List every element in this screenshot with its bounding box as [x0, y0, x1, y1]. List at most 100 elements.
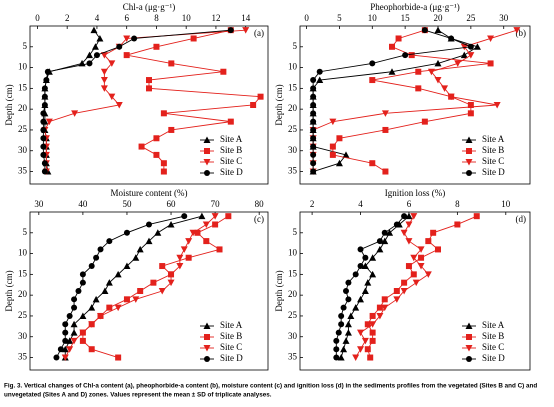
marker: [454, 221, 461, 228]
plot-frame: [29, 211, 269, 371]
marker: [393, 296, 401, 303]
marker: [96, 34, 104, 42]
marker: [310, 110, 317, 117]
marker: [123, 35, 131, 42]
marker: [176, 263, 184, 270]
marker: [427, 68, 435, 76]
y-tick-label: 35: [18, 166, 28, 176]
marker: [257, 93, 264, 100]
marker: [448, 35, 455, 42]
marker: [88, 321, 96, 328]
marker: [333, 337, 340, 344]
y-tick-label: 20: [288, 103, 298, 113]
marker: [40, 126, 47, 133]
marker: [369, 321, 377, 328]
axis-title: Ignition loss (%): [385, 188, 446, 198]
marker: [153, 135, 160, 142]
marker: [100, 85, 108, 92]
marker: [405, 212, 413, 220]
y-tick-label: 35: [288, 166, 298, 176]
marker: [70, 329, 78, 336]
marker: [344, 329, 352, 336]
y-tick-label: 25: [288, 310, 298, 320]
marker: [202, 221, 210, 228]
marker: [329, 118, 337, 126]
marker: [376, 312, 384, 320]
marker: [310, 143, 317, 150]
marker: [369, 270, 377, 278]
y-tick-label: 10: [18, 62, 28, 72]
series-line: [64, 215, 203, 358]
marker: [160, 110, 167, 117]
marker: [71, 110, 79, 117]
marker: [136, 245, 144, 253]
marker: [123, 296, 130, 303]
marker: [410, 213, 418, 220]
marker: [405, 238, 413, 245]
legend-marker: [465, 136, 473, 143]
marker: [424, 271, 432, 278]
x-tick-label: 25: [466, 13, 476, 23]
marker: [168, 60, 175, 67]
y-tick-label: 10: [18, 248, 28, 258]
marker: [310, 85, 317, 92]
marker: [138, 143, 145, 150]
marker: [150, 279, 157, 286]
marker: [329, 143, 336, 150]
y-tick-label: 15: [18, 268, 28, 278]
marker: [417, 263, 425, 270]
axis-title: Pheophorbide-a (μg·g⁻¹): [370, 2, 460, 12]
marker: [329, 151, 336, 158]
x-tick-label: 40: [78, 199, 88, 209]
marker: [185, 254, 192, 261]
y-tick-label: 25: [288, 124, 298, 134]
y-tick-label: 20: [18, 103, 28, 113]
legend-marker: [204, 356, 210, 362]
marker: [369, 337, 376, 344]
marker: [513, 27, 521, 34]
marker: [79, 337, 86, 344]
x-tick-label: 6: [407, 199, 412, 209]
y-tick-label: 10: [288, 62, 298, 72]
marker: [467, 110, 474, 117]
series-line: [42, 29, 231, 172]
legend-label: Site D: [482, 167, 505, 177]
marker: [66, 312, 73, 319]
marker: [146, 221, 152, 228]
marker: [250, 102, 257, 108]
y-tick-label: 30: [288, 331, 298, 341]
marker: [382, 168, 389, 175]
marker: [203, 238, 210, 245]
marker: [123, 52, 130, 59]
marker: [335, 329, 342, 336]
marker: [367, 354, 374, 361]
marker: [310, 77, 317, 84]
marker: [97, 312, 105, 320]
marker: [493, 102, 501, 109]
marker: [227, 118, 234, 125]
marker: [167, 271, 175, 278]
marker: [90, 26, 98, 34]
marker: [71, 304, 78, 311]
marker: [401, 279, 408, 286]
marker: [386, 229, 394, 236]
marker: [418, 254, 425, 261]
legend-marker: [466, 334, 472, 340]
marker: [364, 346, 371, 353]
x-tick-label: 30: [499, 13, 509, 23]
y-tick-label: 30: [18, 145, 28, 155]
legend-marker: [466, 148, 472, 154]
marker: [168, 126, 175, 133]
plot-frame: [299, 211, 531, 371]
x-tick-label: 4: [358, 199, 363, 209]
marker: [211, 213, 219, 220]
x-tick-label: 8: [455, 199, 460, 209]
panel-label: (c): [254, 214, 264, 224]
x-tick-label: 70: [211, 199, 221, 209]
legend-label: Site C: [220, 156, 242, 166]
marker: [176, 254, 184, 262]
marker: [352, 354, 360, 362]
marker: [137, 288, 144, 294]
marker: [336, 135, 343, 142]
